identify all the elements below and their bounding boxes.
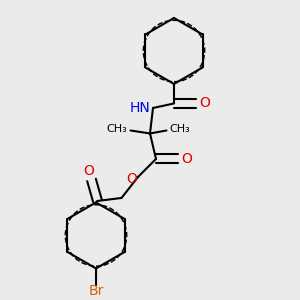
Text: O: O: [182, 152, 192, 166]
Text: HN: HN: [130, 101, 151, 115]
Text: O: O: [83, 164, 94, 178]
Text: O: O: [200, 97, 210, 110]
Text: Br: Br: [88, 284, 104, 298]
Text: O: O: [126, 172, 137, 186]
Text: CH₃: CH₃: [169, 124, 190, 134]
Text: CH₃: CH₃: [107, 124, 128, 134]
